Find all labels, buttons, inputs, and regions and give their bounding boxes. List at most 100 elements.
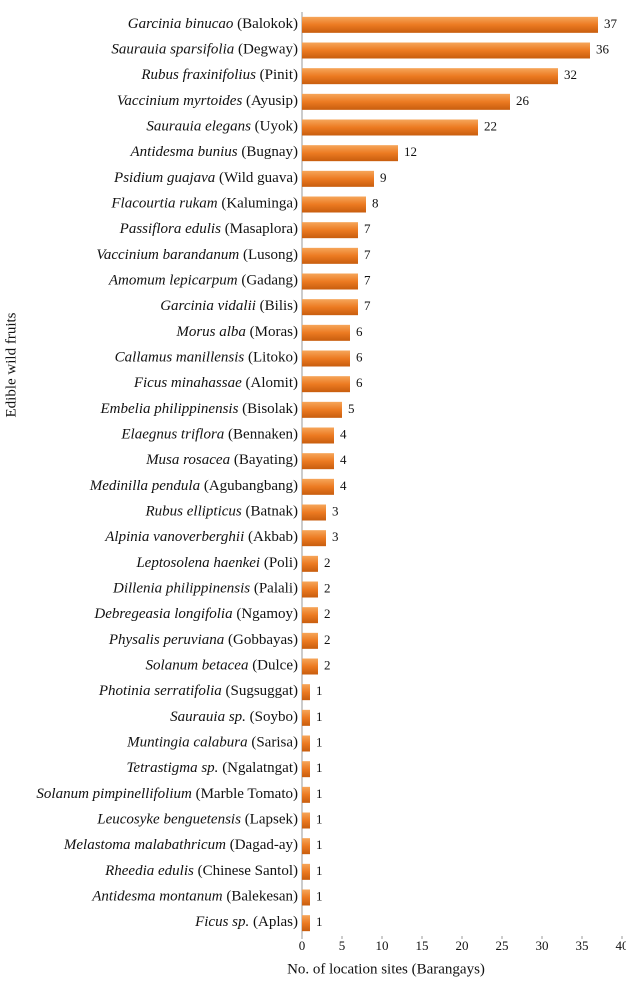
value-label: 3 [332,503,339,518]
value-label: 6 [356,349,363,364]
y-tick-label: Callamus manillensis (Litoko) [115,350,298,366]
bar [302,145,398,162]
bar [302,68,558,85]
x-axis-title: No. of location sites (Barangays) [287,961,485,977]
bar [302,658,318,675]
bar [302,453,334,470]
bar [302,478,334,495]
y-tick-label: Photinia serratifolia (Sugsuggat) [98,684,298,700]
value-label: 1 [316,786,323,801]
x-tick-label: 20 [456,938,469,953]
x-tick-label: 10 [376,938,389,953]
bar [302,863,310,880]
value-label: 1 [316,914,323,929]
value-label: 4 [340,478,347,493]
y-tick-label: Rheedia edulis (Chinese Santol) [104,863,298,879]
y-tick-label: Muntingia calabura (Sarisa) [126,735,298,751]
value-label: 7 [364,247,371,262]
y-tick-label: Medinilla pendula (Agubangbang) [89,478,298,494]
y-tick-label: Physalis peruviana (Gobbayas) [108,632,298,648]
value-label: 4 [340,426,347,441]
value-label: 1 [316,709,323,724]
y-tick-label: Garcinia binucao (Balokok) [128,16,298,32]
value-label: 1 [316,811,323,826]
bar [302,299,358,316]
bar [302,376,350,393]
y-tick-label: Antidesma montanum (Balekesan) [91,889,298,905]
value-label: 2 [324,555,331,570]
bar [302,222,358,239]
value-label: 7 [364,221,371,236]
bar [302,427,334,444]
x-tick-label: 5 [339,938,346,953]
value-label: 12 [404,144,417,159]
bar [302,709,310,726]
bar [302,350,350,367]
y-tick-label: Ficus sp. (Aplas) [194,915,298,931]
y-tick-label: Embelia philippinensis (Bisolak) [100,401,299,417]
value-label: 37 [604,16,618,31]
value-label: 1 [316,683,323,698]
x-tick-label: 30 [536,938,549,953]
x-tick-label: 35 [576,938,589,953]
y-tick-label: Vaccinium barandanum (Lusong) [96,247,298,263]
value-label: 5 [348,401,355,416]
y-tick-label: Melastoma malabathricum (Dagad-ay) [63,838,298,854]
y-tick-label: Flacourtia rukam (Kaluminga) [110,196,298,212]
value-label: 1 [316,863,323,878]
value-label: 2 [324,606,331,621]
bar [302,607,318,624]
bar [302,119,478,136]
bar [302,530,326,547]
bar [302,16,598,33]
y-tick-label: Saurauia elegans (Uyok) [146,119,298,135]
bar [302,889,310,906]
y-tick-label: Alpinia vanoverberghii (Akbab) [104,530,298,546]
value-label: 6 [356,324,363,339]
value-label: 7 [364,272,371,287]
y-axis-title: Edible wild fruits [3,312,19,417]
x-tick-label: 15 [416,938,429,953]
value-label: 3 [332,529,339,544]
bar [302,838,310,855]
y-tick-label: Garcinia vidalii (Bilis) [160,299,298,315]
value-label: 2 [324,580,331,595]
value-label: 1 [316,734,323,749]
y-tick-label: Amomum lepicarpum (Gadang) [108,273,298,289]
value-label: 1 [316,888,323,903]
y-tick-label: Debregeasia longifolia (Ngamoy) [93,607,298,623]
value-label: 2 [324,632,331,647]
y-tick-label: Rubus fraxinifolius (Pinit) [140,68,298,84]
bar [302,581,318,598]
bar [302,915,310,932]
value-label: 7 [364,298,371,313]
y-tick-label: Morus alba (Moras) [175,324,298,340]
y-tick-label: Leptosolena haenkei (Poli) [135,555,298,571]
y-tick-label: Solanum betacea (Dulce) [146,658,298,674]
y-tick-label: Dillenia philippinensis (Palali) [112,581,298,597]
x-tick-label: 40 [616,938,626,953]
bar [302,632,318,649]
y-tick-label: Rubus ellipticus (Batnak) [145,504,298,520]
bar [302,684,310,701]
bar [302,504,326,521]
y-tick-label: Ficus minahassae (Alomit) [133,376,298,392]
y-tick-label: Psidium guajava (Wild guava) [113,170,298,186]
x-tick-label: 25 [496,938,509,953]
value-label: 8 [372,195,379,210]
y-tick-label: Tetrastigma sp. (Ngalatngat) [126,761,298,777]
bar [302,247,358,264]
bar [302,735,310,752]
y-tick-label: Leucosyke benguetensis (Lapsek) [96,812,298,828]
bar [302,196,366,213]
value-label: 1 [316,760,323,775]
bar [302,93,510,110]
bar [302,812,310,829]
y-tick-label: Solanum pimpinellifolium (Marble Tomato) [36,786,298,802]
value-label: 6 [356,375,363,390]
value-label: 4 [340,452,347,467]
bar [302,170,374,187]
value-label: 36 [596,41,610,56]
bar [302,42,590,59]
y-tick-label: Musa rosacea (Bayating) [145,453,298,469]
